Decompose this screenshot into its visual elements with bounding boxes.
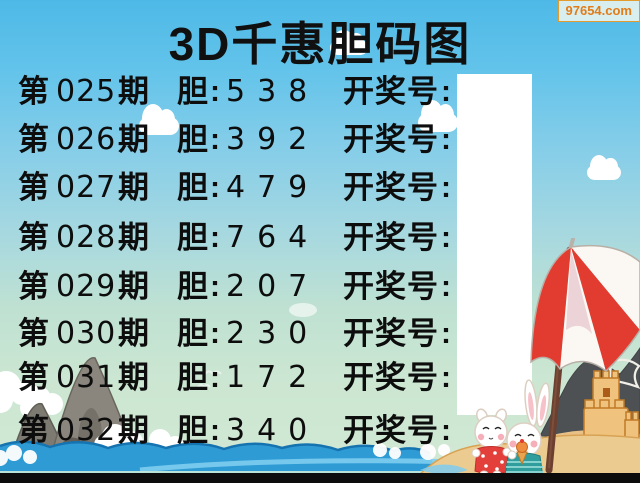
period-prefix: 第 bbox=[18, 413, 49, 448]
period-suffix: 期 bbox=[118, 220, 149, 255]
draw-number-cover-panel bbox=[457, 74, 532, 415]
period-prefix: 第 bbox=[18, 269, 49, 304]
cloud-icon bbox=[418, 99, 458, 132]
draw-label: 开奖号 bbox=[343, 269, 439, 304]
table-row: 第 031 期 胆 : 172 开奖号 : bbox=[0, 361, 640, 395]
table-row: 第 028 期 胆 : 764 开奖号 : bbox=[0, 221, 640, 255]
table-row: 第 025 期 胆 : 538 开奖号 : bbox=[0, 75, 640, 109]
colon: : bbox=[441, 361, 451, 394]
period-prefix: 第 bbox=[18, 74, 49, 109]
dan-label: 胆 bbox=[177, 360, 208, 395]
colon: : bbox=[210, 123, 220, 156]
colon: : bbox=[441, 317, 451, 350]
period-number: 031 bbox=[56, 360, 117, 395]
black-bar bbox=[0, 473, 640, 483]
table-row: 第 029 期 胆 : 207 开奖号 : bbox=[0, 270, 640, 304]
period-prefix: 第 bbox=[18, 170, 49, 205]
dan-digits: 392 bbox=[226, 122, 320, 157]
period-number: 027 bbox=[56, 170, 117, 205]
dan-label: 胆 bbox=[177, 413, 208, 448]
dan-digits: 172 bbox=[226, 360, 320, 395]
beach-scene bbox=[0, 238, 640, 483]
watermark: 97654.com bbox=[557, 0, 640, 22]
period-number: 030 bbox=[56, 316, 117, 351]
period-number: 025 bbox=[56, 74, 117, 109]
dan-label: 胆 bbox=[177, 220, 208, 255]
period-suffix: 期 bbox=[118, 413, 149, 448]
page-title: 3D千惠胆码图 bbox=[168, 18, 472, 70]
period-prefix: 第 bbox=[18, 360, 49, 395]
cloud-icon bbox=[289, 303, 317, 317]
period-number: 029 bbox=[56, 269, 117, 304]
period-prefix: 第 bbox=[18, 122, 49, 157]
period-prefix: 第 bbox=[18, 316, 49, 351]
colon: : bbox=[441, 414, 451, 447]
colon: : bbox=[210, 361, 220, 394]
cat-character-icon bbox=[471, 408, 512, 478]
colon: : bbox=[441, 270, 451, 303]
dan-label: 胆 bbox=[177, 316, 208, 351]
draw-label: 开奖号 bbox=[343, 74, 439, 109]
draw-label: 开奖号 bbox=[343, 220, 439, 255]
period-number: 032 bbox=[56, 413, 117, 448]
colon: : bbox=[441, 171, 451, 204]
cloud-icon bbox=[587, 154, 621, 180]
period-number: 028 bbox=[56, 220, 117, 255]
dan-label: 胆 bbox=[177, 122, 208, 157]
table-row: 第 026 期 胆 : 392 开奖号 : bbox=[0, 123, 640, 157]
colon: : bbox=[210, 317, 220, 350]
seagull-icon bbox=[197, 370, 222, 389]
dan-digits: 207 bbox=[226, 269, 320, 304]
dan-label: 胆 bbox=[177, 170, 208, 205]
period-suffix: 期 bbox=[118, 360, 149, 395]
dan-digits: 764 bbox=[226, 220, 320, 255]
period-suffix: 期 bbox=[118, 122, 149, 157]
table-row: 第 027 期 胆 : 479 开奖号 : bbox=[0, 171, 640, 205]
colon: : bbox=[210, 75, 220, 108]
colon: : bbox=[210, 414, 220, 447]
colon: : bbox=[441, 221, 451, 254]
dan-digits: 230 bbox=[226, 316, 320, 351]
draw-label: 开奖号 bbox=[343, 413, 439, 448]
colon: : bbox=[210, 221, 220, 254]
table-row: 第 030 期 胆 : 230 开奖号 : bbox=[0, 317, 640, 351]
dan-digits: 538 bbox=[226, 74, 320, 109]
period-suffix: 期 bbox=[118, 74, 149, 109]
table-row: 第 032 期 胆 : 340 开奖号 : bbox=[0, 414, 640, 448]
draw-label: 开奖号 bbox=[343, 170, 439, 205]
period-suffix: 期 bbox=[118, 316, 149, 351]
colon: : bbox=[441, 123, 451, 156]
colon: : bbox=[210, 171, 220, 204]
period-number: 026 bbox=[56, 122, 117, 157]
period-suffix: 期 bbox=[118, 170, 149, 205]
colon: : bbox=[210, 270, 220, 303]
dan-label: 胆 bbox=[177, 269, 208, 304]
dan-label: 胆 bbox=[177, 74, 208, 109]
colon: : bbox=[441, 75, 451, 108]
dan-digits: 479 bbox=[226, 170, 320, 205]
rabbit-character-icon bbox=[504, 379, 550, 479]
cloud-icon bbox=[330, 29, 368, 55]
draw-label: 开奖号 bbox=[343, 316, 439, 351]
period-suffix: 期 bbox=[118, 269, 149, 304]
draw-label: 开奖号 bbox=[343, 122, 439, 157]
dan-digits: 340 bbox=[226, 413, 320, 448]
cloud-icon bbox=[139, 104, 179, 135]
period-prefix: 第 bbox=[18, 220, 49, 255]
draw-label: 开奖号 bbox=[343, 360, 439, 395]
beach-umbrella-icon bbox=[530, 238, 640, 474]
